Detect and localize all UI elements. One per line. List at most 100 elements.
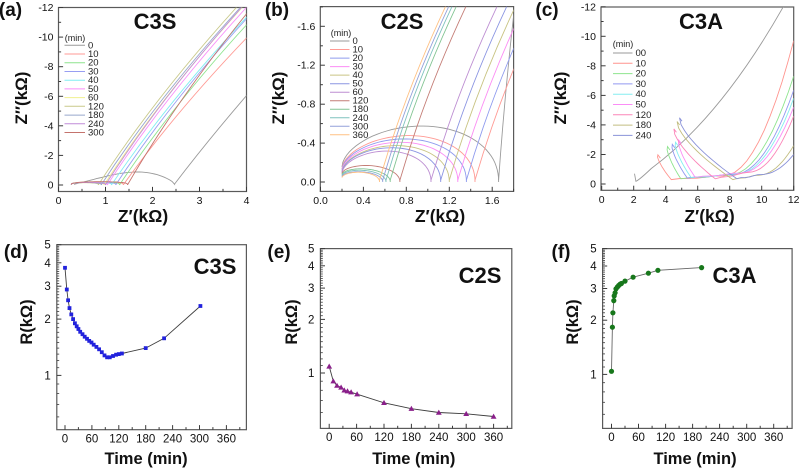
svg-text:180: 180 xyxy=(88,110,104,121)
svg-text:-0.8: -0.8 xyxy=(297,99,315,111)
svg-text:360: 360 xyxy=(764,432,783,444)
svg-text:60: 60 xyxy=(632,432,645,444)
svg-text:0.4: 0.4 xyxy=(356,195,371,207)
svg-text:20: 20 xyxy=(88,58,99,69)
svg-text:0: 0 xyxy=(62,434,68,446)
svg-text:20: 20 xyxy=(636,69,647,80)
svg-text:1: 1 xyxy=(590,369,596,381)
svg-text:3: 3 xyxy=(197,195,203,207)
svg-text:180: 180 xyxy=(353,104,369,115)
svg-text:Time (min): Time (min) xyxy=(372,450,455,468)
svg-text:(a): (a) xyxy=(0,0,22,21)
svg-text:-1.2: -1.2 xyxy=(297,60,315,72)
svg-text:0: 0 xyxy=(599,194,605,206)
svg-text:60: 60 xyxy=(350,432,363,444)
svg-text:-10: -10 xyxy=(38,32,53,44)
svg-text:0: 0 xyxy=(56,195,62,207)
svg-text:0: 0 xyxy=(590,179,596,191)
svg-text:50: 50 xyxy=(88,84,99,95)
svg-text:Z″(kΩ): Z″(kΩ) xyxy=(551,72,570,125)
svg-text:2: 2 xyxy=(590,315,596,327)
svg-text:C3S: C3S xyxy=(134,9,177,34)
svg-text:240: 240 xyxy=(353,113,369,124)
svg-text:10: 10 xyxy=(756,194,768,206)
svg-text:0.0: 0.0 xyxy=(313,195,328,207)
svg-text:-1.6: -1.6 xyxy=(297,21,315,33)
svg-text:5: 5 xyxy=(590,244,596,256)
svg-text:(min): (min) xyxy=(65,33,86,43)
svg-text:120: 120 xyxy=(353,96,369,107)
svg-text:0: 0 xyxy=(608,432,614,444)
svg-text:10: 10 xyxy=(353,45,364,56)
svg-text:4: 4 xyxy=(590,261,597,273)
svg-text:(min): (min) xyxy=(331,28,352,38)
svg-text:120: 120 xyxy=(656,432,675,444)
svg-text:(b): (b) xyxy=(265,0,289,21)
svg-text:0.8: 0.8 xyxy=(399,195,414,207)
svg-text:Z′(kΩ): Z′(kΩ) xyxy=(118,206,168,226)
svg-text:-0.4: -0.4 xyxy=(297,138,315,150)
svg-text:300: 300 xyxy=(457,432,476,444)
svg-text:Time (min): Time (min) xyxy=(104,450,187,468)
svg-text:180: 180 xyxy=(136,434,155,446)
svg-text:Time (min): Time (min) xyxy=(653,450,736,468)
svg-text:240: 240 xyxy=(163,434,182,446)
svg-text:C3A: C3A xyxy=(679,9,723,34)
svg-text:120: 120 xyxy=(109,434,128,446)
svg-text:3: 3 xyxy=(44,281,50,293)
svg-text:-2: -2 xyxy=(44,150,53,162)
svg-text:R(kΩ): R(kΩ) xyxy=(564,299,582,344)
svg-text:R(kΩ): R(kΩ) xyxy=(18,299,36,344)
svg-text:240: 240 xyxy=(429,432,448,444)
svg-text:2: 2 xyxy=(631,194,637,206)
svg-text:60: 60 xyxy=(353,87,364,98)
svg-text:-6: -6 xyxy=(587,90,596,102)
svg-text:1: 1 xyxy=(44,370,50,382)
svg-text:4: 4 xyxy=(308,261,315,273)
svg-text:60: 60 xyxy=(86,434,99,446)
svg-text:60: 60 xyxy=(88,93,99,104)
svg-text:-8: -8 xyxy=(44,61,53,73)
svg-text:5: 5 xyxy=(44,240,50,252)
svg-text:3: 3 xyxy=(590,284,596,296)
svg-text:-12: -12 xyxy=(38,2,53,14)
svg-text:C3A: C3A xyxy=(712,263,756,288)
svg-text:300: 300 xyxy=(190,434,209,446)
svg-text:(e): (e) xyxy=(267,242,290,263)
svg-text:120: 120 xyxy=(636,110,652,121)
svg-text:50: 50 xyxy=(636,100,647,111)
svg-text:00: 00 xyxy=(636,48,647,59)
svg-text:120: 120 xyxy=(88,101,104,112)
svg-text:30: 30 xyxy=(636,79,647,90)
svg-text:Z′(kΩ): Z′(kΩ) xyxy=(684,206,734,226)
svg-text:Z″(kΩ): Z″(kΩ) xyxy=(269,72,288,125)
svg-text:1: 1 xyxy=(308,368,314,380)
svg-text:1.2: 1.2 xyxy=(442,195,457,207)
svg-text:2: 2 xyxy=(44,314,50,326)
svg-text:12: 12 xyxy=(788,194,800,206)
svg-text:20: 20 xyxy=(353,53,364,64)
svg-text:360: 360 xyxy=(353,130,369,141)
svg-text:-8: -8 xyxy=(587,60,596,72)
svg-text:360: 360 xyxy=(484,432,503,444)
svg-text:3: 3 xyxy=(308,283,314,295)
svg-text:10: 10 xyxy=(636,58,647,69)
svg-text:0: 0 xyxy=(326,432,332,444)
svg-text:0: 0 xyxy=(88,40,93,51)
svg-text:(min): (min) xyxy=(613,39,634,49)
svg-text:10: 10 xyxy=(88,49,99,60)
svg-text:2: 2 xyxy=(308,314,314,326)
svg-text:-4: -4 xyxy=(587,119,596,131)
svg-text:30: 30 xyxy=(353,62,364,73)
svg-text:C2S: C2S xyxy=(381,9,424,34)
svg-text:Z″(kΩ): Z″(kΩ) xyxy=(12,72,31,125)
svg-text:C3S: C3S xyxy=(194,254,237,279)
svg-text:0.0: 0.0 xyxy=(301,177,316,189)
svg-text:(d): (d) xyxy=(4,242,28,263)
svg-text:(f): (f) xyxy=(552,242,571,263)
svg-text:2: 2 xyxy=(150,195,156,207)
svg-text:40: 40 xyxy=(636,89,647,100)
svg-text:300: 300 xyxy=(88,128,104,139)
svg-text:300: 300 xyxy=(353,121,369,132)
svg-text:-10: -10 xyxy=(581,31,596,43)
